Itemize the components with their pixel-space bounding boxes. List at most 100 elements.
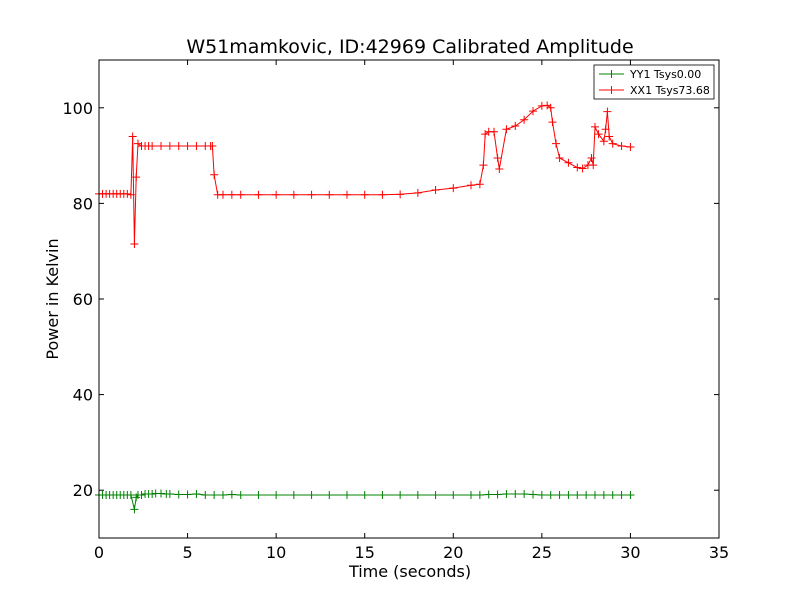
data-point [591,122,599,131]
data-point [564,490,573,499]
data-point [431,186,440,195]
data-point [587,153,596,162]
data-point [520,490,529,499]
data-point [552,139,561,148]
data-point [537,490,546,499]
data-point [502,490,511,499]
x-axis-label: Time (seconds) [348,562,471,581]
data-point [210,490,219,499]
data-point [130,240,139,249]
legend-marker [607,70,616,78]
data-point [511,490,520,499]
series-yy1-tsys0-00 [95,489,635,514]
data-point [272,190,281,199]
data-point [137,490,146,499]
legend-label: XX1 Tsys73.68 [630,84,710,97]
data-point [378,190,387,199]
data-point [123,189,132,198]
data-point [529,490,537,499]
data-point [617,490,626,499]
data-point [608,490,617,499]
data-point [378,490,387,499]
data-point [254,190,263,199]
legend-box [593,64,715,100]
data-point [493,490,502,499]
data-point [219,490,227,499]
data-point [573,163,582,172]
data-point [210,170,219,179]
data-point [132,173,141,182]
data-point [396,190,405,199]
data-point [626,142,635,151]
data-point [208,142,217,151]
x-tick-label: 15 [355,543,375,562]
data-point [578,164,587,173]
data-point [555,153,564,162]
data-point [502,125,511,134]
data-point [599,137,608,146]
data-point [573,490,582,499]
data-point [325,490,334,499]
y-tick-label: 80 [73,194,93,213]
chart-title: W51mamkovic, ID:42969 Calibrated Amplitu… [186,36,633,58]
data-point [183,142,192,151]
legend-entry: XX1 Tsys73.68 [599,84,710,97]
data-point [475,490,484,499]
data-point [484,490,493,499]
data-point [467,490,475,499]
data-point [396,490,405,499]
legend-marker [607,86,616,94]
data-point [603,107,612,116]
data-point [490,127,499,136]
data-point [548,118,557,127]
x-tick-label: 10 [266,543,286,562]
data-point [130,505,139,514]
x-tick-label: 30 [620,543,640,562]
y-axis-label: Power in Kelvin [43,238,62,359]
data-point [413,490,422,499]
y-tick-label: 100 [62,99,93,118]
series-xx1-tsys73-68 [95,101,635,249]
y-tick-label: 60 [73,290,93,309]
data-point [272,490,281,499]
data-point [192,490,201,499]
data-point [449,490,458,499]
data-point [289,190,298,199]
data-point [126,490,135,499]
data-point [605,132,614,141]
x-tick-label: 35 [709,543,729,562]
data-point [227,490,236,499]
data-point [431,490,440,499]
data-point [360,190,369,199]
data-point [520,115,529,124]
data-point [495,164,504,173]
y-tick-label: 20 [73,481,93,500]
data-point [343,190,351,199]
legend-entry: YY1 Tsys0.00 [599,68,701,81]
data-point [192,142,201,151]
data-point [475,180,484,189]
data-point [626,490,635,499]
data-point [128,132,137,141]
data-point [174,490,183,499]
x-tick-label: 25 [532,543,552,562]
data-point [511,121,520,130]
data-point [165,142,174,151]
data-point [546,103,555,112]
data-point [289,490,298,499]
data-point [599,490,608,499]
data-point [546,490,555,499]
data-point [479,161,488,170]
data-point [236,490,245,499]
data-point [591,490,599,499]
data-point [254,490,263,499]
plot-area [95,101,635,514]
data-point [601,125,610,134]
data-point [449,184,458,193]
data-point [529,107,537,116]
data-point [236,190,245,199]
axis-ticks: 0 5 10 15 20 25 30 35 20 40 60 80 100 [62,60,729,562]
legend: YY1 Tsys0.00 XX1 Tsys73.68 [593,64,715,100]
data-point [608,139,617,148]
